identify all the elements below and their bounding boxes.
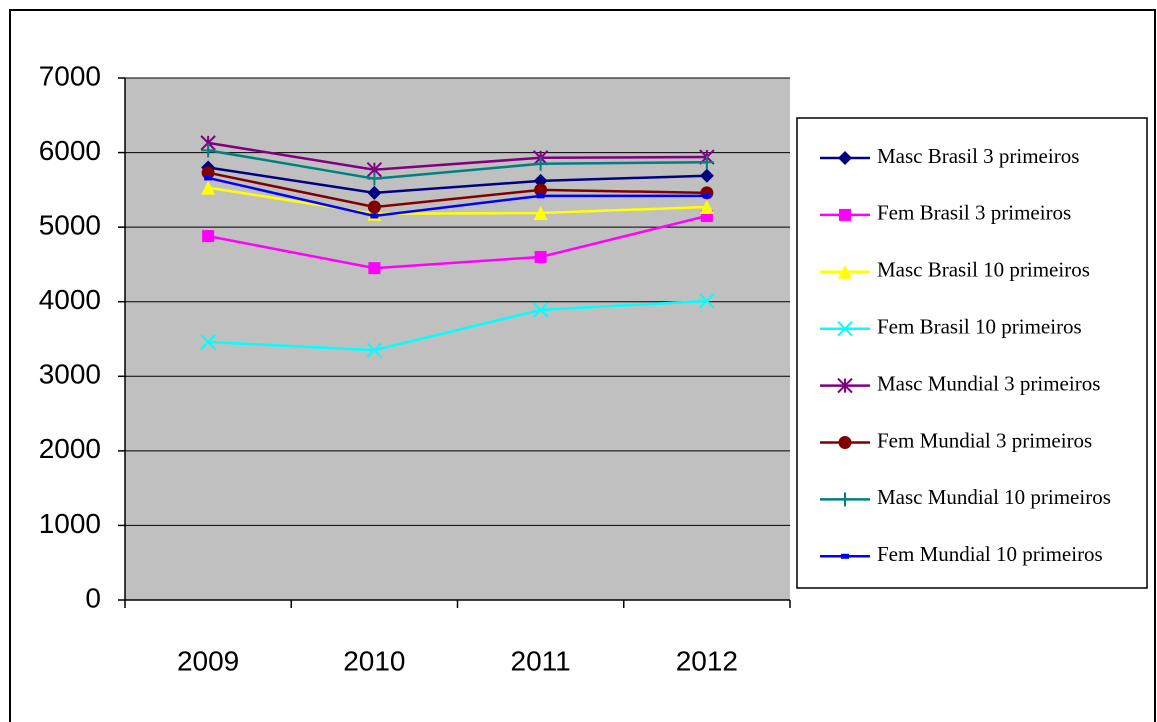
marker bbox=[702, 193, 711, 199]
marker bbox=[533, 205, 548, 220]
x-tick-label: 2010 bbox=[343, 645, 405, 676]
x-tick-label: 2011 bbox=[511, 645, 571, 676]
x-tick-label: 2012 bbox=[676, 645, 738, 676]
y-tick-label: 3000 bbox=[39, 359, 101, 390]
y-tick-label: 7000 bbox=[39, 60, 101, 91]
y-tick-label: 6000 bbox=[39, 135, 101, 166]
marker bbox=[367, 200, 381, 214]
marker bbox=[200, 334, 216, 350]
marker bbox=[201, 143, 216, 158]
legend-label: Fem Brasil 10 primeiros bbox=[877, 315, 1082, 339]
marker bbox=[699, 155, 714, 170]
legend-marker bbox=[841, 553, 849, 559]
marker bbox=[536, 193, 545, 199]
y-tick-label: 5000 bbox=[39, 210, 101, 241]
legend-label: Masc Brasil 10 primeiros bbox=[877, 258, 1090, 282]
marker bbox=[370, 213, 379, 219]
marker bbox=[201, 180, 216, 195]
series-line bbox=[208, 299, 707, 352]
marker bbox=[532, 302, 549, 318]
y-tick-label: 4000 bbox=[39, 284, 101, 315]
y-tick-label: 1000 bbox=[39, 508, 101, 539]
series-line bbox=[207, 149, 707, 180]
legend-label: Fem Brasil 3 primeiros bbox=[877, 201, 1071, 225]
series-line bbox=[207, 176, 707, 218]
y-tick-label: 0 bbox=[85, 582, 101, 613]
marker bbox=[699, 293, 715, 309]
legend-marker bbox=[838, 492, 852, 507]
marker bbox=[699, 200, 714, 215]
legend-label: Fem Mundial 3 primeiros bbox=[877, 428, 1092, 452]
y-tick-label: 2000 bbox=[39, 433, 101, 464]
marker bbox=[534, 250, 547, 263]
legend-label: Masc Brasil 3 primeiros bbox=[877, 144, 1079, 168]
marker bbox=[367, 171, 382, 186]
marker bbox=[699, 168, 714, 183]
marker bbox=[204, 175, 213, 181]
legend-marker bbox=[838, 151, 852, 165]
series-line bbox=[207, 166, 707, 195]
marker bbox=[367, 185, 382, 200]
marker bbox=[202, 230, 215, 243]
legend bbox=[796, 117, 1148, 589]
marker bbox=[368, 262, 381, 275]
legend-marker bbox=[838, 264, 852, 279]
chart-border bbox=[9, 9, 1156, 722]
legend-marker bbox=[837, 377, 853, 394]
legend-marker bbox=[837, 320, 853, 337]
legend-marker bbox=[839, 208, 851, 221]
series-line bbox=[207, 141, 707, 171]
marker bbox=[534, 183, 548, 197]
legend-label: Fem Mundial 10 primeiros bbox=[877, 542, 1103, 566]
x-tick-label: 2009 bbox=[177, 645, 239, 676]
series-line bbox=[207, 186, 707, 215]
series-line bbox=[207, 171, 707, 209]
series-line bbox=[207, 214, 708, 270]
legend-marker bbox=[838, 436, 852, 449]
marker bbox=[533, 156, 548, 171]
marker bbox=[366, 342, 383, 358]
legend-label: Masc Mundial 3 primeiros bbox=[877, 371, 1100, 395]
legend-label: Masc Mundial 10 primeiros bbox=[877, 485, 1111, 509]
